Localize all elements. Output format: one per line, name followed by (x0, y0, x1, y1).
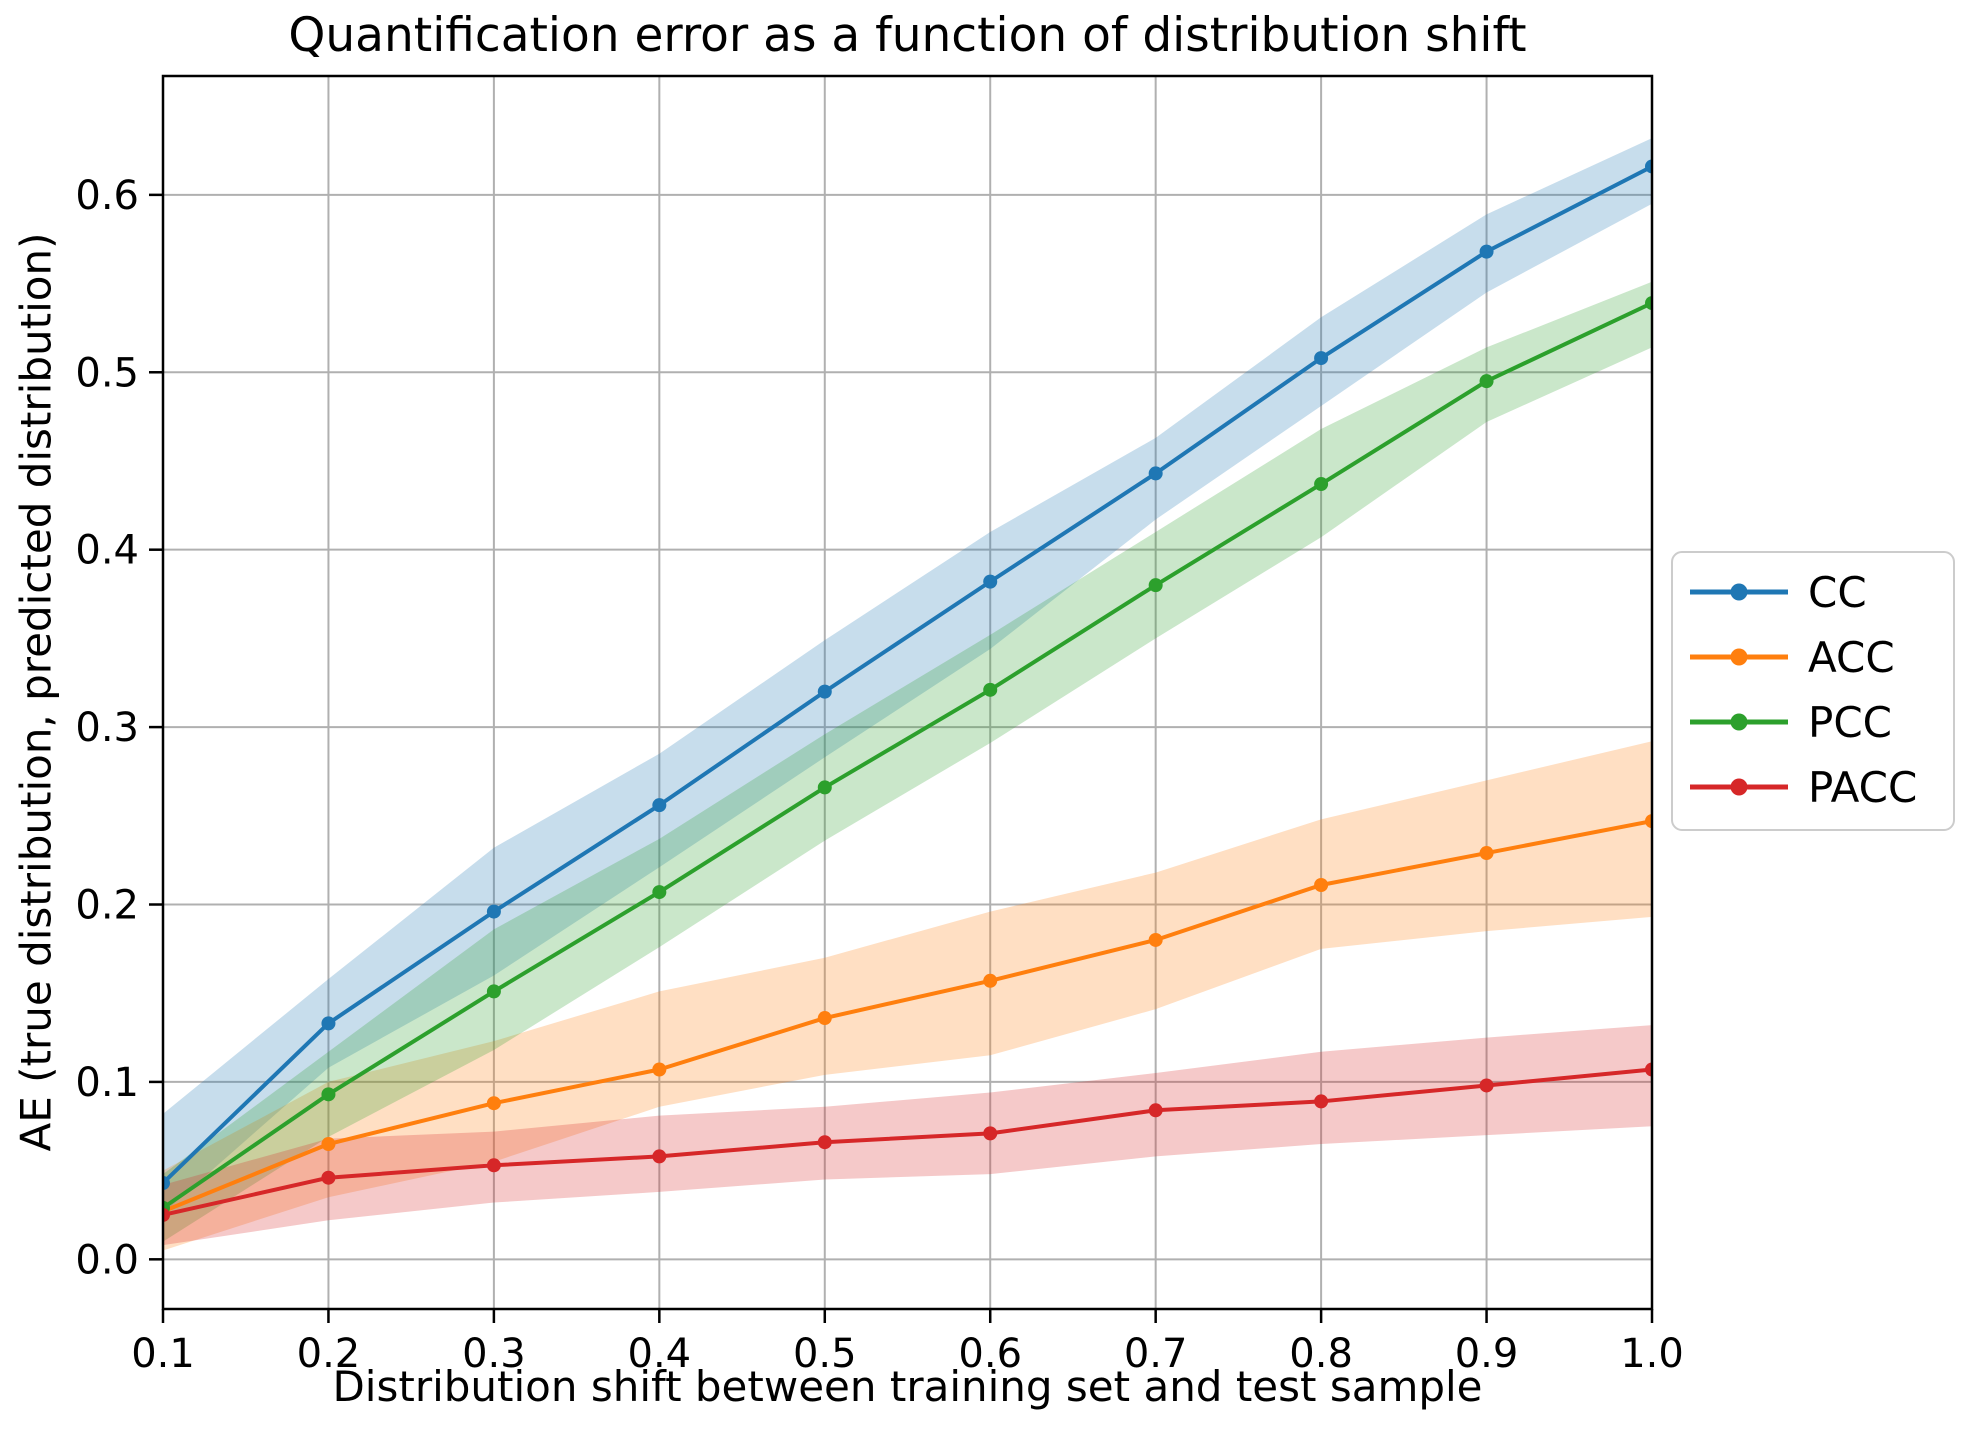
x-tick-label: 0.5 (793, 1331, 857, 1377)
marker-PCC (983, 682, 998, 697)
legend-label-PCC: PCC (1808, 698, 1892, 747)
legend-box (1671, 551, 1955, 831)
ticks: 0.1 0.2 0.3 0.4 0.5 0.6 0.7 0.8 0.9 1.0 0.0 0.1 0.2 0… (75, 173, 1683, 1377)
line-CC (163, 164, 1652, 1185)
marker-PCC (1479, 374, 1494, 389)
marker-ACC (652, 1062, 667, 1077)
legend-marker-PCC (1730, 713, 1748, 731)
plot-border (161, 74, 1654, 1311)
marker-PCC (652, 885, 667, 900)
marker-CC (652, 798, 667, 813)
x-tick-label: 1.0 (1620, 1331, 1684, 1377)
y-tick-label: 0.1 (75, 1060, 139, 1106)
marker-PCC (1148, 578, 1163, 593)
y-tick-label: 0.0 (75, 1237, 139, 1283)
legend: CC ACC PCC PACC (1671, 551, 1955, 831)
marker-ACC (1479, 846, 1494, 861)
marker-PACC (652, 1149, 667, 1164)
marker-ACC (321, 1137, 336, 1152)
marker-PACC (1645, 1062, 1652, 1077)
marker-ACC (1314, 877, 1329, 892)
y-tick-label: 0.6 (75, 173, 139, 219)
legend-label-CC: CC (1808, 568, 1867, 617)
marker-PACC (983, 1126, 998, 1141)
marker-ACC (486, 1096, 501, 1111)
line-PACC (163, 1067, 1652, 1217)
line-ACC (163, 819, 1652, 1214)
marker-CC (163, 1176, 170, 1191)
legend-label-PACC: PACC (1808, 763, 1917, 812)
y-tick-label: 0.3 (75, 705, 139, 751)
line-PCC (163, 301, 1652, 1210)
marker-PCC (1314, 477, 1329, 492)
marker-PACC (486, 1158, 501, 1173)
legend-marker-CC (1730, 583, 1748, 601)
legend-label-ACC: ACC (1808, 633, 1895, 682)
x-tick-label: 0.9 (1455, 1331, 1519, 1377)
chart-title: Quantification error as a function of di… (288, 8, 1527, 63)
marker-ACC (1148, 932, 1163, 947)
y-tick-label: 0.5 (75, 350, 139, 396)
marker-PACC (817, 1135, 832, 1150)
marker-PCC (486, 984, 501, 999)
series-PACC (163, 1062, 1652, 1222)
marker-PACC (321, 1170, 336, 1185)
marker-CC (321, 1016, 336, 1031)
marker-PACC (1479, 1078, 1494, 1093)
marker-PACC (1314, 1094, 1329, 1109)
marker-PACC (163, 1207, 170, 1222)
marker-PCC (1645, 296, 1652, 311)
marker-CC (1148, 466, 1163, 481)
y-tick-label: 0.4 (75, 528, 139, 574)
band-PACC (163, 1025, 1652, 1246)
marker-CC (486, 904, 501, 919)
x-tick-label: 0.2 (297, 1331, 361, 1377)
series-PCC (163, 296, 1652, 1215)
x-axis-label: Distribution shift between training set … (332, 1362, 1483, 1411)
x-tick-label: 0.1 (131, 1331, 195, 1377)
marker-CC (817, 684, 832, 699)
legend-marker-ACC (1730, 648, 1748, 666)
marker-ACC (1645, 814, 1652, 829)
marker-PCC (817, 780, 832, 795)
marker-CC (983, 574, 998, 589)
marker-CC (1479, 244, 1494, 259)
marker-CC (1314, 351, 1329, 366)
x-tick-label: 0.4 (628, 1331, 692, 1377)
marker-ACC (817, 1011, 832, 1026)
series-CC (163, 159, 1652, 1191)
band-ACC (163, 741, 1652, 1251)
band-PCC (163, 281, 1652, 1242)
marker-PCC (321, 1087, 336, 1102)
legend-marker-PACC (1730, 778, 1748, 796)
y-tick-label: 0.2 (75, 883, 139, 929)
band-CC (163, 138, 1652, 1214)
marker-PACC (1148, 1103, 1163, 1118)
marker-ACC (983, 973, 998, 988)
x-tick-label: 0.8 (1289, 1331, 1353, 1377)
x-tick-label: 0.6 (958, 1331, 1022, 1377)
marker-CC (1645, 159, 1652, 174)
x-tick-label: 0.7 (1124, 1331, 1188, 1377)
x-tick-label: 0.3 (462, 1331, 526, 1377)
